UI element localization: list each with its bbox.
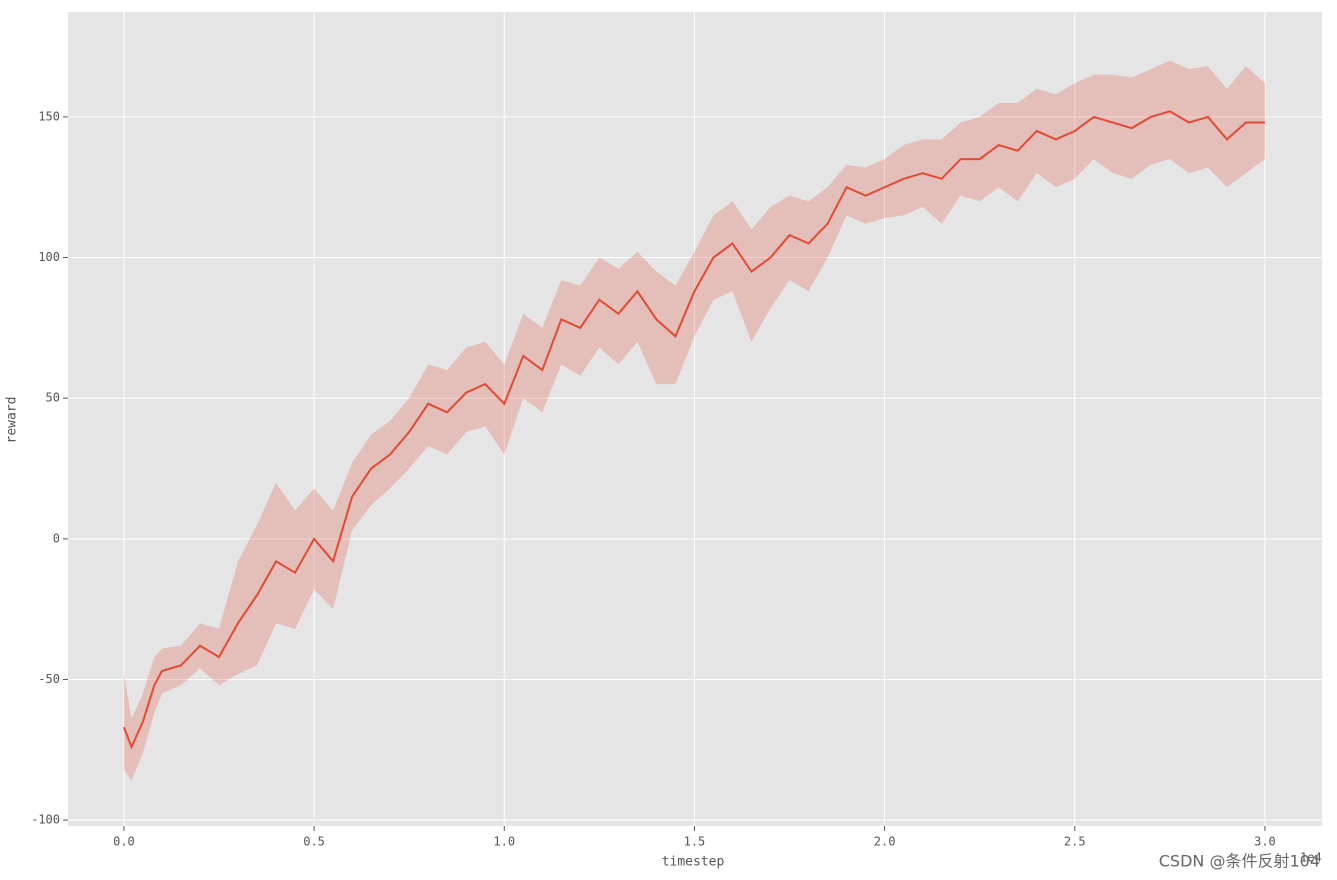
x-offset-label: 1e4 [1300, 851, 1322, 865]
y-tick-label: 150 [38, 109, 60, 123]
plot-area [68, 12, 1322, 826]
x-axis-label: timestep [662, 855, 725, 870]
x-tick-label: 0.0 [113, 835, 135, 849]
y-tick-label: 0 [53, 531, 60, 545]
line [122, 110, 1265, 750]
x-tick-label: 2.5 [1064, 835, 1086, 849]
y-tick-label: 50 [46, 391, 60, 405]
y-tick-label: 100 [38, 250, 60, 264]
y-axis-label: reward [5, 397, 20, 444]
x-tick-label: 3.0 [1254, 835, 1276, 849]
x-tick-label: 1.5 [684, 835, 706, 849]
confidence-band [123, 60, 1265, 781]
x-tick-label: 0.5 [303, 835, 325, 849]
y-tick-label: -50 [38, 672, 60, 686]
x-tick-label: 2.0 [874, 835, 896, 849]
x-tick-label: 1.0 [493, 835, 515, 849]
y-tick-label: -100 [31, 813, 60, 827]
watermark: CSDN @条件反射104 [1159, 852, 1320, 871]
